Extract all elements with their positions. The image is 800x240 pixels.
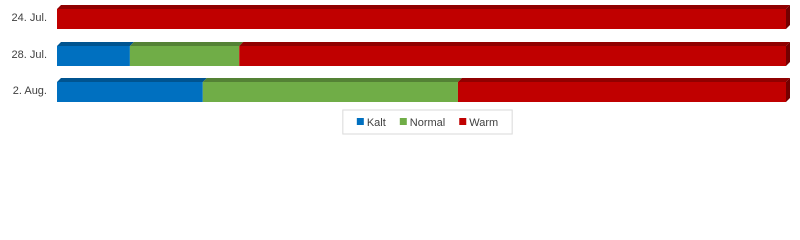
bar <box>202 82 458 102</box>
legend-swatch <box>356 118 364 125</box>
y-tick-label: 28. Jul. <box>12 49 47 61</box>
bar-side <box>786 78 790 102</box>
y-tick-label: 2. Aug. <box>13 85 47 97</box>
legend-label: Normal <box>410 117 445 129</box>
bar-side <box>786 5 790 29</box>
bar-bevel <box>457 78 790 82</box>
bar <box>239 46 786 66</box>
bar-bevel <box>57 5 790 9</box>
bar-bevel <box>202 78 462 82</box>
legend-box <box>342 109 513 135</box>
legend-swatch <box>399 118 407 125</box>
legend: Kalt Normal Warm <box>342 109 513 135</box>
chart: 24. Jul. 28. Jul. 2. Aug. Kalt Normal Warm <box>12 5 790 135</box>
bar <box>57 9 786 29</box>
bar-bevel <box>57 78 207 82</box>
y-tick-label: 24. Jul. <box>12 12 47 24</box>
legend-swatch <box>459 118 467 125</box>
bar <box>57 46 130 66</box>
bar <box>57 82 203 102</box>
bar-bevel <box>239 42 790 46</box>
bar <box>129 46 240 66</box>
legend-label: Kalt <box>367 117 386 129</box>
legend-label: Warm <box>469 117 498 129</box>
bar <box>457 82 786 102</box>
bar-bevel <box>129 42 244 46</box>
bar-bevel <box>57 42 134 46</box>
bar-side <box>786 42 790 66</box>
